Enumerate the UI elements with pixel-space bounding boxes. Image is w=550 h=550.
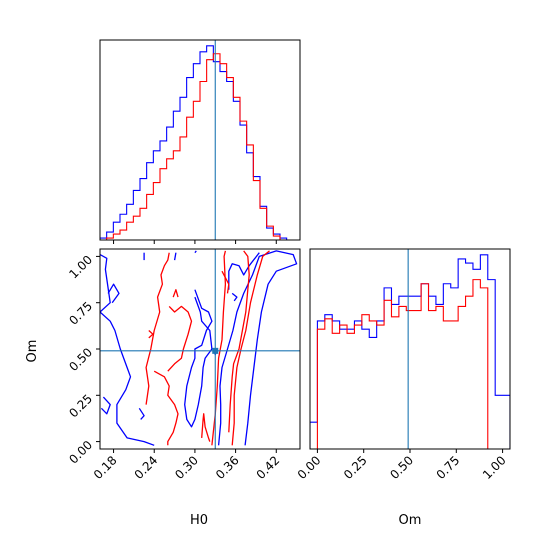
contour-series-0-line-0	[217, 250, 298, 446]
contour-series-1-line-7	[148, 330, 154, 339]
contour-series-1-line-2	[228, 250, 250, 433]
om-y-tick-label-3: 0.75	[66, 299, 95, 328]
panel-om-histogram: 0.00 0.25 0.50 0.75 1.00	[295, 248, 511, 482]
contour-h0-om-x-tick-label-4: 0.42	[254, 453, 283, 482]
contour-series-1-line-4	[145, 252, 170, 405]
contour-series-0-line-8	[173, 252, 177, 261]
contour-series-1-line-5	[153, 370, 179, 446]
contour-h0-om-frame	[99, 248, 301, 450]
hist-om-frame	[309, 248, 511, 450]
contour-series-0-line-11	[231, 292, 238, 302]
contour-series-1-line-0	[211, 250, 227, 446]
contour-h0-om-x-tick-label-0: 0.18	[91, 453, 120, 482]
hist-om-x-tick-label-1: 0.25	[341, 453, 370, 482]
hist-om-x-tick-label-0: 0.00	[295, 453, 324, 482]
hist-h0-series-1-step	[100, 53, 300, 240]
contour-series-0-line-1	[100, 253, 155, 446]
contour-h0-om-x-tick-label-3: 0.36	[213, 453, 242, 482]
h0-axis-label: H0	[190, 513, 208, 528]
panel-h0-om-contour: 0.00 0.25 0.50 0.75 1.00 0.18 0.24 0.30 0.36 0.42	[66, 248, 301, 482]
hist-h0-series-0-step	[100, 45, 300, 240]
om-axis-label: Om	[399, 513, 422, 528]
om-y-tick-label-2: 0.50	[66, 345, 95, 374]
contour-series-1-line-1	[231, 250, 270, 446]
contour-series-0-line-5	[228, 252, 260, 290]
hist-om-x-tick-label-2: 0.50	[387, 453, 416, 482]
hist-om-series-1-step	[310, 279, 510, 449]
contour-series-0-line-4	[184, 289, 213, 428]
contour-series-0-line-3	[107, 283, 120, 304]
contour-h0-om-x-tick-label-1: 0.24	[132, 453, 161, 482]
contour-series-0-line-6	[194, 250, 197, 254]
contour-series-1-line-6	[167, 305, 193, 372]
contour-series-0-line-9	[138, 407, 145, 420]
om-y-tick-label-4: 1.00	[66, 253, 95, 282]
hist-om-x-tick-label-4: 1.00	[480, 453, 509, 482]
panel-h0-histogram	[99, 39, 301, 244]
contour-series-1-line-8	[172, 289, 179, 298]
om-y-tick-label-0: 0.00	[66, 438, 95, 467]
contour-series-1-line-9	[221, 270, 230, 294]
om-y-tick-label-1: 0.25	[66, 392, 95, 421]
contour-series-0-line-2	[100, 396, 111, 415]
hist-h0-frame	[99, 39, 301, 241]
contour-series-1-line-3	[201, 413, 211, 442]
hist-om-x-tick-label-3: 0.75	[434, 453, 463, 482]
contour-h0-om-x-tick-label-2: 0.30	[172, 453, 201, 482]
om-y-axis-label: Om	[25, 340, 40, 363]
contour-truth-marker	[212, 347, 219, 354]
